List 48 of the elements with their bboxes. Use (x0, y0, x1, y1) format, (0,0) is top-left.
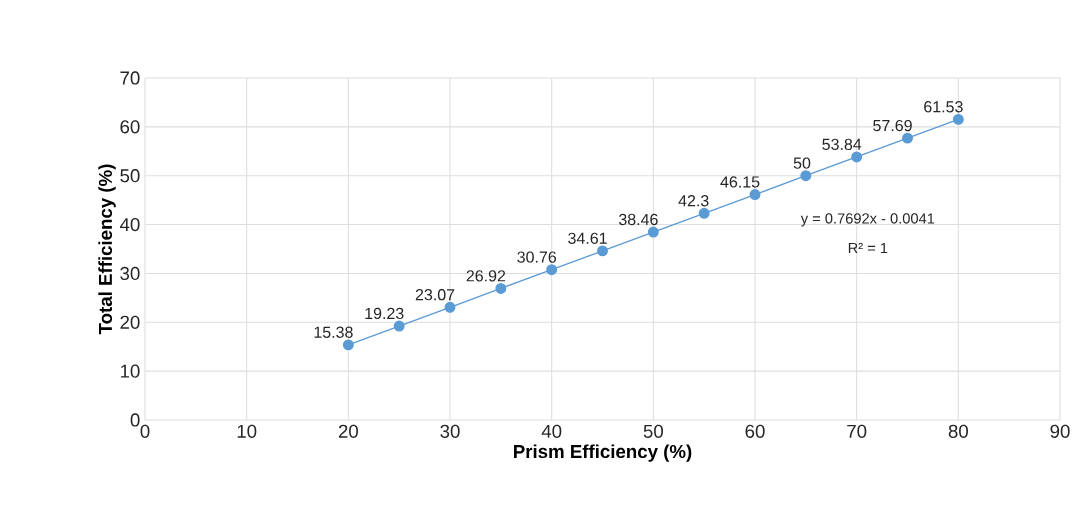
point (851, 151, 863, 163)
x-tick-label: 60 (745, 424, 765, 438)
y-tick-label: 40 (119, 217, 140, 232)
x-tick-label: 40 (541, 424, 562, 438)
data-label: 34.61 (568, 232, 607, 244)
y-tick-label: 50 (120, 169, 140, 183)
point (444, 301, 456, 313)
x-tick-label: 0 (140, 424, 150, 438)
point (749, 189, 761, 200)
data-label: 15.38 (314, 326, 353, 338)
point (393, 320, 405, 332)
y-tick-label: 10 (120, 364, 140, 378)
y-tick-label: 70 (120, 71, 140, 85)
x-tick-label: 30 (440, 424, 460, 438)
x-tick-label: 70 (847, 424, 867, 438)
x-axis-title: Prism Efficiency (%) (514, 444, 692, 462)
data-label: 30.76 (517, 251, 557, 263)
data-label: 46.15 (720, 176, 760, 188)
data-label: 42.3 (678, 195, 709, 207)
x-tick-label: 20 (338, 424, 358, 438)
y-tick-label: 30 (120, 266, 140, 281)
annotation: y = 0.7692x - 0.0041 (800, 213, 935, 227)
x-tick-label: 50 (643, 424, 663, 438)
point (647, 226, 659, 238)
point (952, 113, 964, 125)
data-label: 57.69 (873, 119, 912, 132)
data-label: 61.53 (924, 101, 963, 113)
point (800, 170, 812, 182)
x-tick-label: 10 (237, 424, 257, 438)
data-label: 53.84 (822, 138, 862, 150)
data-label: 19.23 (365, 307, 404, 320)
data-label: 38.46 (618, 213, 658, 226)
y-tick-label: 60 (120, 120, 140, 134)
point (342, 339, 354, 351)
y-axis-title: Total Efficiency (%) (98, 164, 116, 335)
data-label: 23.07 (415, 289, 455, 301)
y-tick-label: 20 (120, 315, 140, 329)
point (495, 282, 507, 294)
x-tick-label: 80 (948, 424, 968, 438)
point (698, 207, 710, 219)
point (546, 264, 558, 276)
x-tick-label: 90 (1050, 424, 1070, 438)
y-tick-label: 0 (130, 413, 140, 427)
point (902, 132, 913, 144)
annotation: R² = 1 (848, 242, 888, 254)
data-label: 26.92 (466, 270, 506, 282)
data-label: 50 (793, 157, 811, 169)
point (597, 245, 608, 257)
